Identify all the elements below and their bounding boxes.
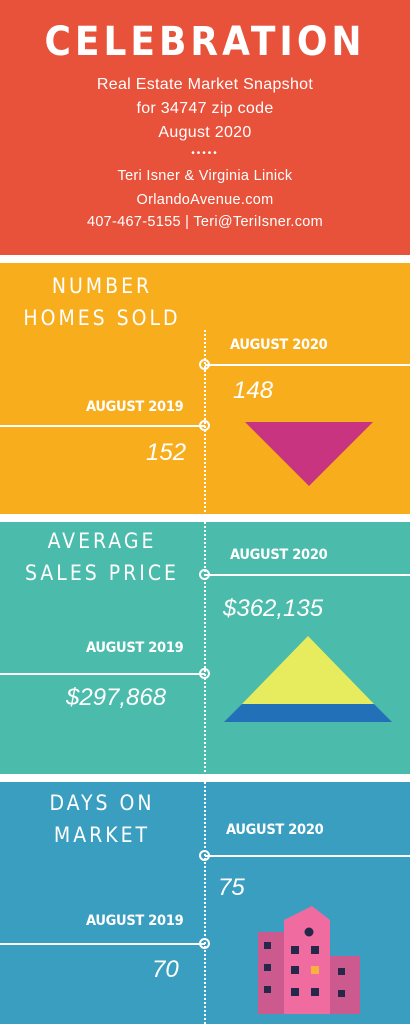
building-icon bbox=[258, 906, 360, 1014]
previous-line bbox=[0, 425, 205, 427]
timeline-dotted-line bbox=[204, 330, 206, 1024]
previous-value: $297,868 bbox=[66, 684, 167, 711]
section-title-line-2: MARKET bbox=[53, 823, 151, 847]
up-triangle-icon bbox=[224, 636, 392, 722]
header-banner: CELEBRATION Real Estate Market Snapshot … bbox=[0, 0, 410, 255]
previous-period-label: AUGUST 2019 bbox=[86, 399, 184, 415]
current-period-label: AUGUST 2020 bbox=[230, 547, 328, 563]
current-value: 148 bbox=[233, 377, 274, 404]
current-period-label: AUGUST 2020 bbox=[230, 337, 328, 353]
previous-period-label: AUGUST 2019 bbox=[86, 913, 184, 929]
current-value: 75 bbox=[218, 874, 245, 901]
page-title: CELEBRATION bbox=[44, 19, 366, 65]
current-line bbox=[205, 574, 410, 576]
subtitle-line-2: for 34747 zip code bbox=[136, 100, 274, 117]
section-title-line-1: NUMBER bbox=[51, 274, 153, 298]
dots-separator: ••••• bbox=[191, 148, 219, 159]
subtitle-line-3: August 2020 bbox=[158, 124, 252, 141]
previous-period-label: AUGUST 2019 bbox=[86, 640, 184, 656]
current-period-label: AUGUST 2020 bbox=[226, 822, 324, 838]
down-triangle-icon bbox=[245, 422, 373, 486]
section-title-line-2: HOMES SOLD bbox=[23, 306, 181, 330]
current-line bbox=[205, 855, 410, 857]
current-line bbox=[205, 364, 410, 366]
section-title-line-1: AVERAGE bbox=[47, 529, 157, 553]
divider bbox=[0, 255, 410, 263]
current-value: $362,135 bbox=[223, 595, 324, 622]
previous-line bbox=[0, 943, 205, 945]
section-title-line-1: DAYS ON bbox=[49, 791, 155, 815]
contact-website: OrlandoAvenue.com bbox=[136, 192, 274, 208]
contact-names: Teri Isner & Virginia Linick bbox=[117, 168, 293, 184]
subtitle-line-1: Real Estate Market Snapshot bbox=[96, 76, 314, 93]
previous-line bbox=[0, 673, 205, 675]
previous-value: 70 bbox=[152, 956, 179, 983]
section-title-line-2: SALES PRICE bbox=[25, 561, 179, 585]
previous-value: 152 bbox=[146, 439, 187, 466]
contact-phone-email: 407-467-5155 | Teri@TeriIsner.com bbox=[86, 214, 324, 230]
